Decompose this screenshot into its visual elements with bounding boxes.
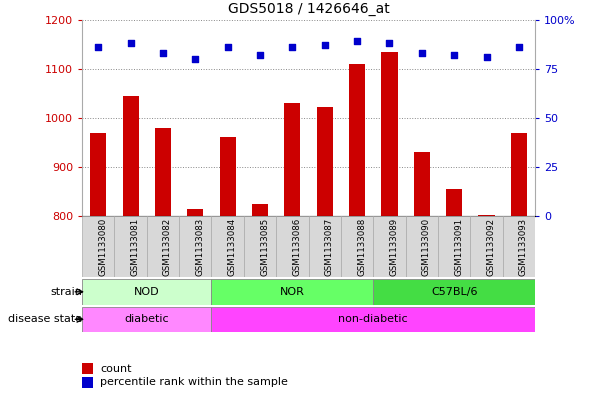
Bar — [406, 216, 438, 277]
Point — [158, 50, 168, 56]
Bar — [252, 204, 268, 216]
Bar — [82, 377, 94, 387]
Bar — [219, 136, 236, 216]
Text: NOD: NOD — [134, 287, 160, 297]
Text: percentile rank within the sample: percentile rank within the sample — [100, 377, 288, 387]
Bar — [511, 132, 527, 216]
Text: GSM1133084: GSM1133084 — [227, 218, 237, 276]
Text: disease state: disease state — [8, 314, 82, 324]
Point — [288, 44, 297, 50]
Bar — [147, 216, 179, 277]
Bar — [212, 279, 373, 305]
Text: strain: strain — [50, 287, 82, 297]
Bar — [349, 64, 365, 216]
Bar — [187, 209, 204, 216]
Bar — [373, 216, 406, 277]
Bar — [381, 51, 398, 216]
Point — [385, 40, 395, 46]
Text: GSM1133092: GSM1133092 — [486, 218, 496, 276]
Bar — [90, 132, 106, 216]
Bar — [212, 216, 244, 277]
Text: GSM1133090: GSM1133090 — [422, 218, 431, 276]
Point — [126, 40, 136, 46]
Point — [352, 38, 362, 44]
Bar — [244, 216, 276, 277]
Bar — [341, 216, 373, 277]
Text: GSM1133088: GSM1133088 — [357, 218, 366, 276]
Bar — [503, 216, 535, 277]
Bar — [82, 307, 212, 332]
Bar — [123, 96, 139, 216]
Bar — [82, 216, 114, 277]
Point — [320, 42, 330, 48]
Bar — [82, 364, 94, 374]
Bar — [308, 216, 341, 277]
Text: GSM1133085: GSM1133085 — [260, 218, 269, 276]
Text: GSM1133080: GSM1133080 — [98, 218, 107, 276]
Bar — [212, 307, 535, 332]
Text: GSM1133083: GSM1133083 — [195, 218, 204, 276]
Text: GSM1133091: GSM1133091 — [454, 218, 463, 276]
Bar — [438, 216, 471, 277]
Bar — [471, 216, 503, 277]
Text: non-diabetic: non-diabetic — [339, 314, 408, 324]
Bar — [373, 279, 535, 305]
Text: GSM1133082: GSM1133082 — [163, 218, 172, 276]
Text: diabetic: diabetic — [125, 314, 169, 324]
Bar — [155, 128, 171, 216]
Point — [449, 52, 459, 58]
Bar — [478, 215, 494, 216]
Title: GDS5018 / 1426646_at: GDS5018 / 1426646_at — [227, 2, 390, 16]
Bar — [285, 103, 300, 216]
Text: C57BL/6: C57BL/6 — [431, 287, 477, 297]
Bar — [82, 279, 212, 305]
Bar — [317, 107, 333, 216]
Point — [190, 56, 200, 62]
Text: GSM1133087: GSM1133087 — [325, 218, 334, 276]
Point — [514, 44, 523, 50]
Text: GSM1133086: GSM1133086 — [292, 218, 302, 276]
Text: GSM1133081: GSM1133081 — [131, 218, 140, 276]
Point — [417, 50, 427, 56]
Bar — [114, 216, 147, 277]
Bar — [446, 189, 462, 216]
Point — [482, 54, 491, 60]
Point — [223, 44, 232, 50]
Bar — [179, 216, 212, 277]
Bar — [413, 152, 430, 216]
Text: count: count — [100, 364, 132, 374]
Point — [255, 52, 265, 58]
Text: GSM1133089: GSM1133089 — [390, 218, 398, 276]
Bar — [276, 216, 308, 277]
Text: NOR: NOR — [280, 287, 305, 297]
Text: GSM1133093: GSM1133093 — [519, 218, 528, 276]
Point — [94, 44, 103, 50]
